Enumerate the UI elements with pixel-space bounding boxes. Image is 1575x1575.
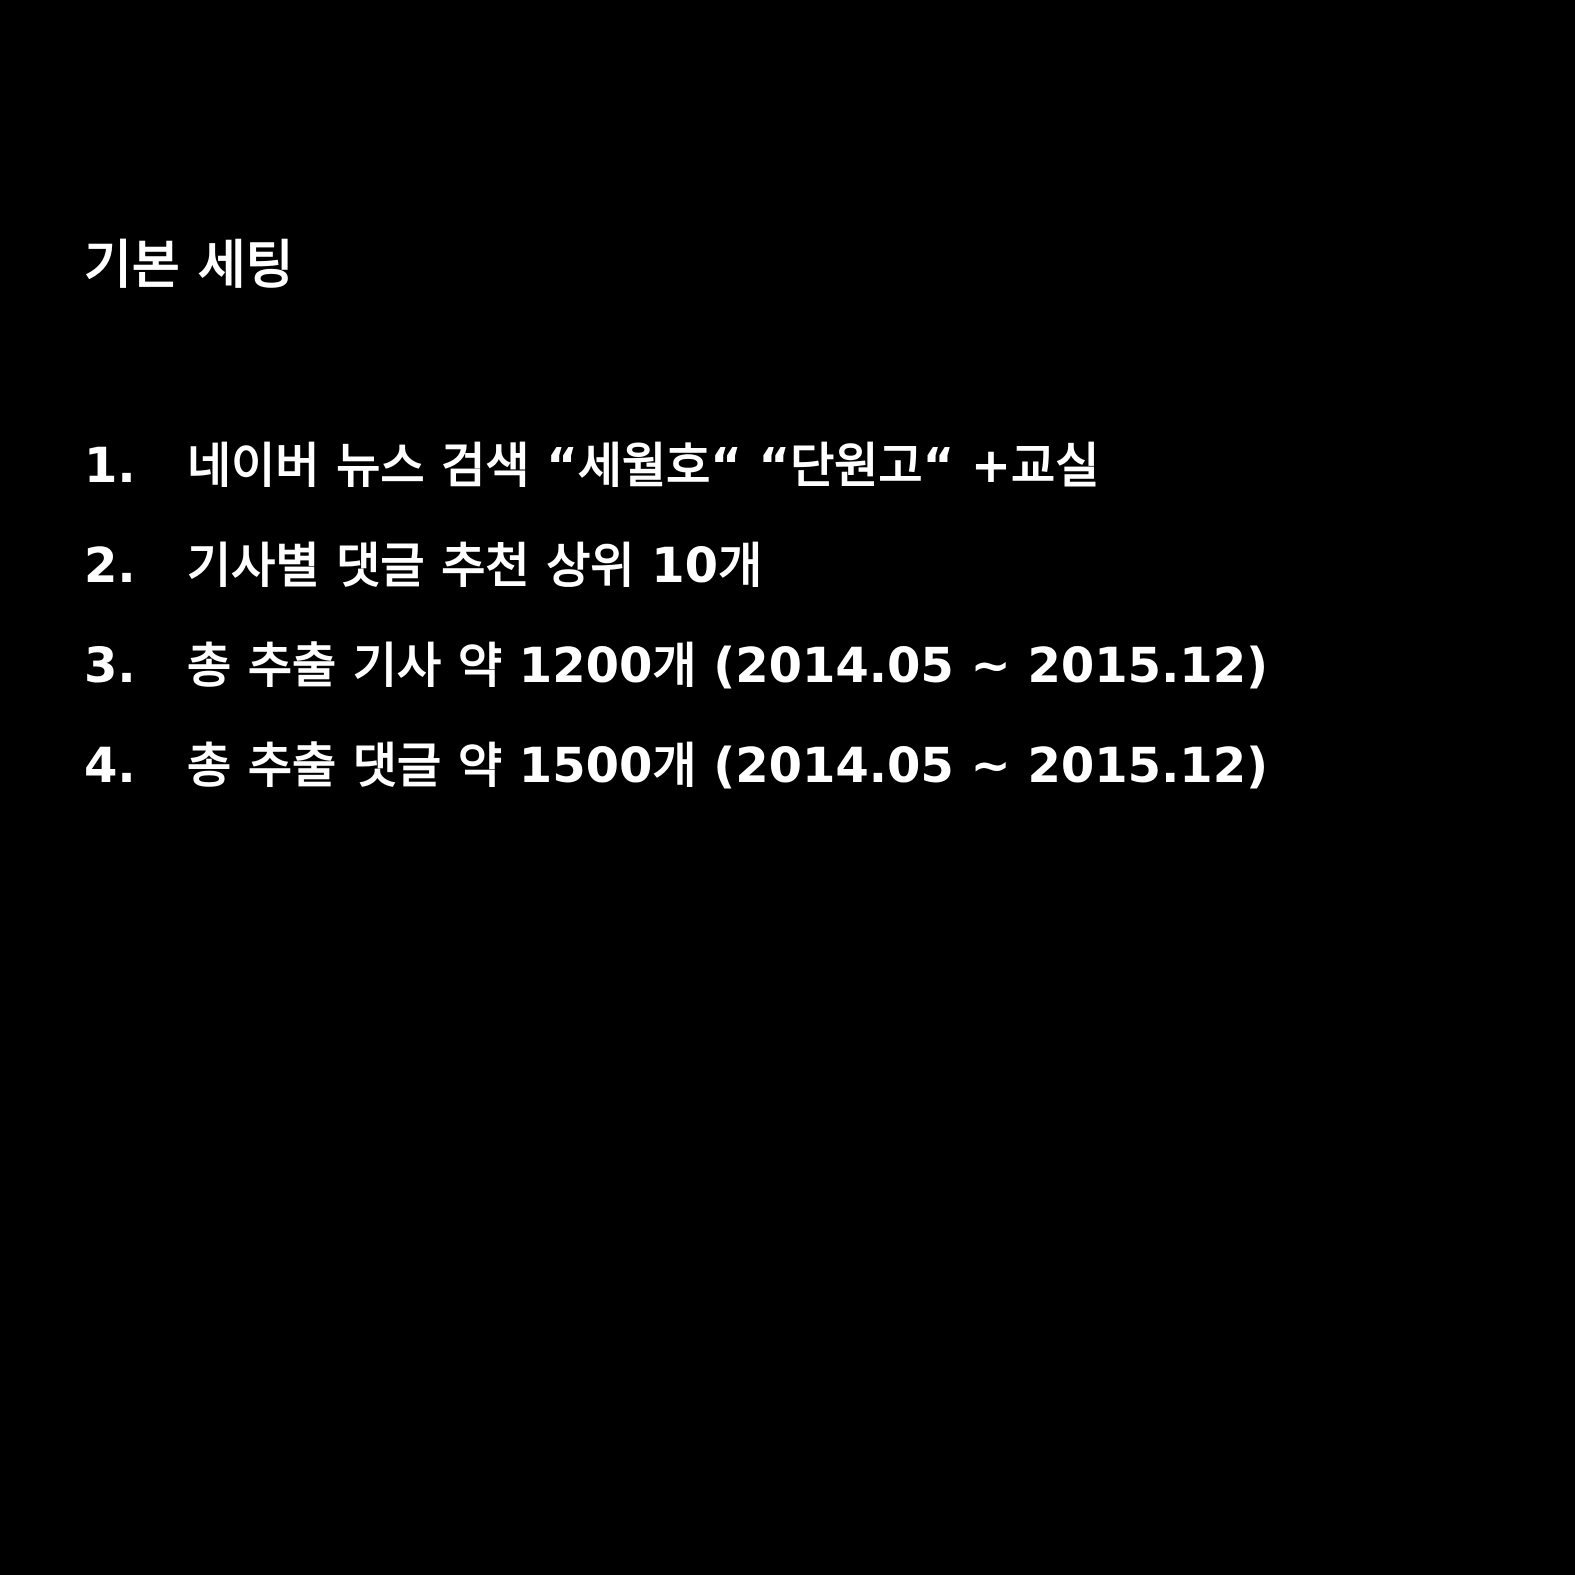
list-item: 4. 총 추출 댓글 약 1500개 (2014.05 ~ 2015.12) xyxy=(84,730,1268,830)
list-item: 2. 기사별 댓글 추천 상위 10개 xyxy=(84,530,1268,630)
list-item: 3. 총 추출 기사 약 1200개 (2014.05 ~ 2015.12) xyxy=(84,630,1268,730)
list-item-text: 기사별 댓글 추천 상위 10개 xyxy=(187,538,763,594)
list-item-number: 4. xyxy=(84,738,136,794)
list-item-number: 1. xyxy=(84,438,136,494)
settings-list: 1. 네이버 뉴스 검색 “세월호“ “단원고“ +교실 2. 기사별 댓글 추… xyxy=(84,430,1268,830)
list-item-number: 3. xyxy=(84,638,136,694)
list-item-text: 총 추출 기사 약 1200개 (2014.05 ~ 2015.12) xyxy=(187,638,1269,694)
list-item-text: 네이버 뉴스 검색 “세월호“ “단원고“ +교실 xyxy=(187,438,1100,494)
list-item: 1. 네이버 뉴스 검색 “세월호“ “단원고“ +교실 xyxy=(84,430,1268,530)
slide-title: 기본 세팅 xyxy=(84,236,294,296)
list-item-text: 총 추출 댓글 약 1500개 (2014.05 ~ 2015.12) xyxy=(187,738,1269,794)
list-item-number: 2. xyxy=(84,538,136,594)
